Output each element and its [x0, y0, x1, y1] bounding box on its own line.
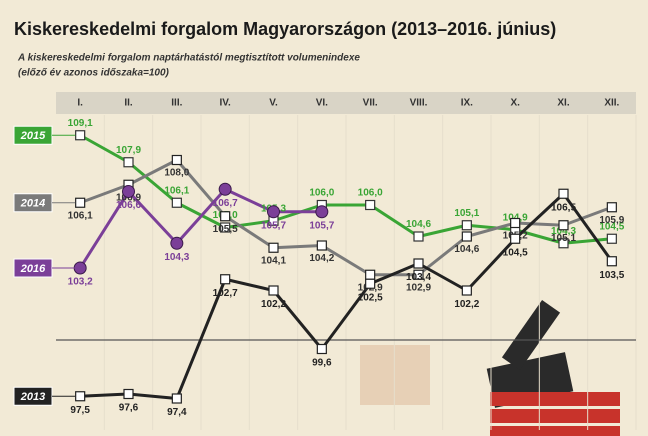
value-label: 104,5	[503, 247, 528, 258]
x-tick-label: II.	[124, 98, 133, 109]
marker	[462, 232, 471, 241]
marker	[124, 158, 133, 167]
value-label: 105,7	[309, 220, 334, 231]
value-label: 97,5	[70, 405, 90, 416]
value-label: 102,2	[261, 299, 286, 310]
x-tick-label: III.	[171, 98, 182, 109]
value-label: 104,2	[309, 253, 334, 264]
marker	[414, 259, 423, 268]
marker	[559, 221, 568, 230]
value-label: 103,2	[68, 277, 93, 288]
marker	[366, 270, 375, 279]
chart-title: Kiskereskedelmi forgalom Magyarországon …	[14, 19, 556, 39]
value-label: 104,1	[261, 255, 286, 266]
marker	[366, 201, 375, 210]
marker	[462, 286, 471, 295]
month-band	[56, 92, 636, 114]
value-label: 108,0	[164, 168, 189, 179]
marker	[171, 237, 183, 249]
value-label: 106,6	[116, 200, 141, 211]
value-label: 97,6	[119, 403, 139, 414]
x-tick-label: X.	[510, 98, 520, 109]
marker	[172, 156, 181, 165]
value-label: 103,5	[599, 270, 624, 281]
marker	[414, 232, 423, 241]
value-label: 107,9	[116, 145, 141, 156]
value-label: 99,6	[312, 358, 332, 369]
marker	[74, 262, 86, 274]
marker	[172, 394, 181, 403]
legend-label: 2016	[20, 263, 46, 275]
marker	[316, 206, 328, 218]
marker	[221, 275, 230, 284]
marker	[511, 234, 520, 243]
x-tick-label: VI.	[316, 98, 328, 109]
value-label: 109,1	[68, 118, 93, 129]
marker	[462, 221, 471, 230]
value-label: 105,5	[213, 224, 238, 235]
marker	[76, 131, 85, 140]
marker	[269, 243, 278, 252]
value-label: 105,1	[551, 233, 576, 244]
value-label: 105,1	[454, 208, 479, 219]
value-label: 105,7	[261, 220, 286, 231]
marker	[317, 241, 326, 250]
marker	[123, 186, 135, 198]
x-tick-label: I.	[77, 98, 83, 109]
x-tick-label: VII.	[363, 98, 378, 109]
marker	[124, 390, 133, 399]
value-label: 106,1	[68, 210, 93, 221]
marker	[317, 345, 326, 354]
subtitle: A kiskereskedelmi forgalom naptárhatástó…	[17, 53, 360, 64]
value-label: 102,7	[213, 288, 238, 299]
subtitle: (előző év azonos időszaka=100)	[18, 68, 170, 79]
value-label: 105,9	[599, 215, 624, 226]
marker	[76, 392, 85, 401]
x-tick-label: XI.	[557, 98, 569, 109]
x-tick-label: IV.	[220, 98, 232, 109]
marker	[607, 257, 616, 266]
marker	[268, 206, 280, 218]
value-label: 104,6	[406, 219, 431, 230]
value-label: 102,2	[454, 299, 479, 310]
marker	[366, 279, 375, 288]
x-tick-label: IX.	[461, 98, 473, 109]
legend-label: 2014	[20, 198, 45, 210]
marker	[172, 198, 181, 207]
value-label: 102,5	[358, 292, 383, 303]
marker	[219, 183, 231, 195]
value-label: 106,7	[213, 198, 238, 209]
marker	[511, 219, 520, 228]
marker	[76, 198, 85, 207]
page: {"chart_data": {"type": "line", "title":…	[0, 0, 648, 436]
legend-label: 2015	[20, 130, 46, 142]
value-label: 106,5	[551, 202, 576, 213]
chart: Kiskereskedelmi forgalom Magyarországon …	[0, 0, 648, 436]
marker	[269, 286, 278, 295]
x-tick-label: XII.	[604, 98, 619, 109]
value-label: 103,4	[406, 272, 431, 283]
x-tick-label: V.	[269, 98, 278, 109]
value-label: 104,3	[164, 252, 189, 263]
x-tick-label: VIII.	[410, 98, 428, 109]
value-label: 97,4	[167, 407, 187, 418]
marker	[607, 203, 616, 212]
value-label: 104,6	[454, 244, 479, 255]
marker	[221, 212, 230, 221]
marker	[559, 189, 568, 198]
legend-label: 2013	[20, 391, 45, 403]
value-label: 106,0	[358, 188, 383, 199]
value-label: 106,0	[309, 188, 334, 199]
value-label: 106,1	[164, 185, 189, 196]
value-label: 102,9	[406, 282, 431, 293]
marker	[607, 234, 616, 243]
